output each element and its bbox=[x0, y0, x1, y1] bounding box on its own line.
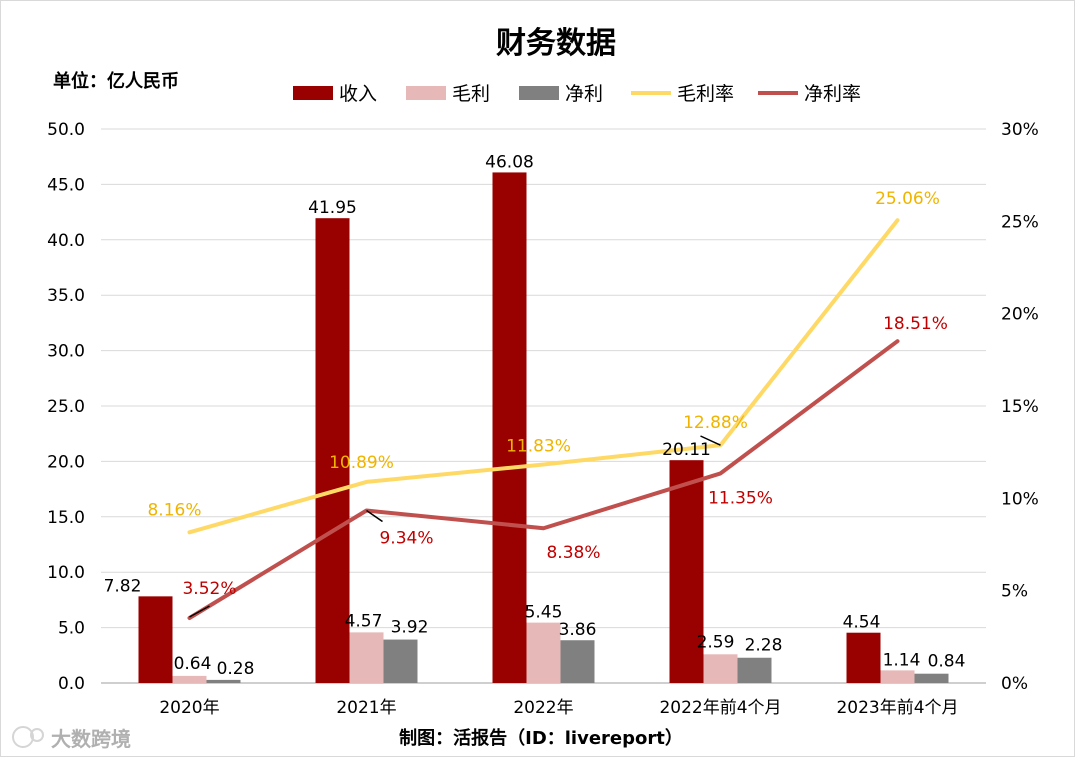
legend-swatch bbox=[519, 86, 559, 100]
y-left-tick-label: 15.0 bbox=[47, 508, 85, 528]
legend-swatch bbox=[406, 86, 446, 100]
bar-收入 bbox=[138, 596, 173, 683]
bar-value-label: 4.54 bbox=[843, 613, 881, 633]
bar-value-label: 41.95 bbox=[308, 198, 357, 218]
bar-value-label: 2.59 bbox=[697, 632, 735, 652]
bar-毛利 bbox=[349, 632, 384, 683]
y-right-tick-label: 10% bbox=[1001, 489, 1039, 509]
bar-净利 bbox=[206, 679, 241, 683]
bar-series bbox=[138, 172, 949, 683]
leader-line bbox=[700, 435, 721, 446]
y-left-tick-label: 0.0 bbox=[58, 674, 85, 694]
x-tick-label: 2020年 bbox=[159, 698, 219, 718]
bar-收入 bbox=[315, 218, 350, 683]
bar-净利 bbox=[560, 640, 595, 683]
bar-毛利 bbox=[880, 670, 915, 683]
x-tick-label: 2023年前4个月 bbox=[836, 698, 958, 718]
line-毛利率 bbox=[187, 218, 900, 535]
watermark-text: 大数跨境 bbox=[51, 727, 131, 751]
y-left-tick-label: 20.0 bbox=[47, 452, 85, 472]
legend-label: 毛利率 bbox=[677, 83, 734, 105]
leader-line bbox=[366, 509, 383, 523]
bar-净利 bbox=[737, 657, 772, 683]
line-value-label: 8.38% bbox=[546, 543, 600, 563]
line-value-label: 25.06% bbox=[875, 189, 940, 209]
y-left-tick-label: 50.0 bbox=[47, 120, 85, 140]
legend-label: 毛利 bbox=[452, 83, 490, 105]
y-left-tick-label: 40.0 bbox=[47, 231, 85, 251]
chart-caption: 制图：活报告（ID：livereport） bbox=[399, 727, 683, 749]
chart-title: 财务数据 bbox=[496, 26, 616, 61]
x-tick-label: 2021年 bbox=[336, 698, 396, 718]
legend-swatch bbox=[293, 86, 333, 100]
x-axis: 2020年 2021年 2022年 2022年前4个月 2023年前4个月 bbox=[159, 698, 958, 718]
y-left-tick-label: 35.0 bbox=[47, 286, 85, 306]
y-left-tick-label: 45.0 bbox=[47, 175, 85, 195]
line-series bbox=[187, 218, 900, 620]
bar-净利 bbox=[914, 673, 949, 683]
y-right-tick-label: 20% bbox=[1001, 305, 1039, 325]
y-right-tick-label: 30% bbox=[1001, 120, 1039, 140]
y-right-tick-label: 5% bbox=[1001, 582, 1028, 602]
y-right-tick-label: 15% bbox=[1001, 397, 1039, 417]
data-labels: 7.82 41.95 46.08 20.11 4.54 0.64 4.57 5.45 2.59 1… bbox=[104, 152, 966, 678]
line-value-label: 11.35% bbox=[708, 488, 773, 508]
bar-毛利 bbox=[526, 622, 561, 683]
legend-label: 净利率 bbox=[804, 83, 861, 105]
y-right-tick-label: 0% bbox=[1001, 674, 1028, 694]
bar-毛利 bbox=[172, 675, 207, 683]
unit-label: 单位：亿人民币 bbox=[53, 70, 179, 92]
bar-value-label: 3.86 bbox=[559, 620, 597, 640]
bar-value-label: 20.11 bbox=[662, 440, 711, 460]
bar-value-label: 5.45 bbox=[525, 603, 563, 623]
y-right-tick-label: 25% bbox=[1001, 212, 1039, 232]
bar-value-label: 7.82 bbox=[104, 576, 142, 596]
watermark-logo bbox=[12, 726, 44, 748]
line-value-label: 8.16% bbox=[147, 500, 201, 520]
bar-value-label: 0.64 bbox=[174, 654, 212, 674]
line-value-label: 9.34% bbox=[379, 529, 433, 549]
x-tick-label: 2022年 bbox=[513, 698, 573, 718]
bar-收入 bbox=[669, 460, 704, 683]
bar-value-label: 3.92 bbox=[391, 618, 429, 638]
bar-value-label: 4.57 bbox=[345, 611, 383, 631]
bar-value-label: 46.08 bbox=[485, 152, 534, 172]
legend: 收入 毛利 净利 毛利率 净利率 bbox=[293, 83, 861, 105]
line-value-label: 18.51% bbox=[883, 314, 948, 334]
bar-value-label: 0.28 bbox=[217, 659, 255, 679]
bar-value-label: 1.14 bbox=[883, 650, 921, 670]
leader-line bbox=[189, 605, 210, 618]
y-axis-right: 0% 5% 10% 15% 20% 25% 30% bbox=[1001, 120, 1039, 694]
bar-净利 bbox=[383, 639, 418, 683]
bar-value-label: 2.28 bbox=[745, 636, 783, 656]
legend-label: 净利 bbox=[565, 83, 603, 105]
bar-收入 bbox=[492, 172, 527, 683]
legend-label: 收入 bbox=[339, 83, 377, 105]
x-tick-label: 2022年前4个月 bbox=[659, 698, 781, 718]
bar-收入 bbox=[846, 632, 881, 683]
y-left-tick-label: 5.0 bbox=[58, 619, 85, 639]
line-value-label: 12.88% bbox=[683, 413, 748, 433]
bar-毛利 bbox=[703, 654, 738, 683]
line-净利率 bbox=[187, 339, 900, 620]
line-value-label: 3.52% bbox=[182, 579, 236, 599]
bar-value-label: 0.84 bbox=[928, 652, 966, 672]
line-value-label: 10.89% bbox=[329, 453, 394, 473]
gridlines bbox=[101, 128, 986, 684]
y-axis-left: 0.0 5.0 10.0 15.0 20.0 25.0 30.0 35.0 40.0 45.0 50… bbox=[47, 120, 85, 694]
y-left-tick-label: 25.0 bbox=[47, 397, 85, 417]
y-left-tick-label: 30.0 bbox=[47, 342, 85, 362]
y-left-tick-label: 10.0 bbox=[47, 563, 85, 583]
line-value-label: 11.83% bbox=[506, 437, 571, 457]
